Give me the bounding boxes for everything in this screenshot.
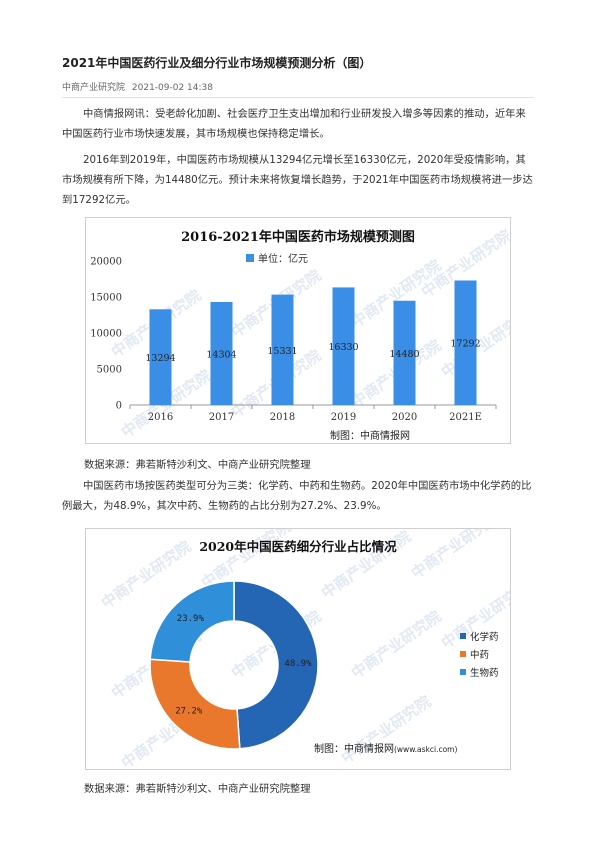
bar <box>149 309 172 405</box>
donut-chart-svg: 中商产业研究院 中商产业研究院 中商产业研究院中商产业研究院中商产业研究院中商产业研… <box>98 529 510 769</box>
legend-swatch <box>246 254 254 262</box>
data-label: 13294 <box>145 353 175 364</box>
y-tick-label: 20000 <box>90 257 122 268</box>
market-size-chart: 中商产业研究院中商产业研究院中商产业研究院中商产业研究院中商产业研究院中商产业研… <box>85 217 511 444</box>
slice <box>233 580 319 750</box>
article-meta: 中商产业研究院 2021-09-02 14:38 <box>62 80 217 93</box>
chart-title: 2020年中国医药细分行业占比情况 <box>199 539 397 554</box>
article-source: 中商产业研究院 <box>62 83 126 93</box>
bar <box>393 300 416 405</box>
slice <box>149 658 241 750</box>
data-label: 16330 <box>328 342 358 353</box>
chart-credit: 制图：中商情报网 <box>330 429 410 442</box>
legend-label: 中药 <box>470 649 489 661</box>
legend-label: 单位：亿元 <box>258 252 308 265</box>
chart-credit: 制图：中商情报网(www.askci.com) <box>314 742 457 755</box>
y-tick-label: 15000 <box>90 293 122 304</box>
bar <box>210 302 233 405</box>
divider <box>62 97 534 98</box>
article-title: 2021年中国医药行业及细分行业市场规模预测分析（图） <box>62 56 372 70</box>
y-tick-label: 5000 <box>97 365 122 376</box>
data-source-caption: 数据来源：弗若斯特沙利文、中商产业研究院整理 <box>84 783 311 795</box>
x-tick-label: 2021E <box>449 412 482 423</box>
data-label: 15331 <box>267 346 297 357</box>
data-label: 14304 <box>206 350 236 361</box>
paragraph: 中国医药市场按医药类型可分为三类：化学药、中药和生物药。2020年中国医药市场中… <box>62 480 532 512</box>
x-tick-label: 2017 <box>209 412 234 423</box>
watermark: 中商产业研究院 <box>348 607 444 682</box>
data-label: 14480 <box>389 349 419 360</box>
x-tick-label: 2020 <box>392 412 417 423</box>
y-tick-label: 10000 <box>90 329 122 340</box>
data-label: 23.9% <box>177 614 205 624</box>
data-label: 48.9% <box>284 659 312 669</box>
chart-title: 2016-2021年中国医药市场规模预测图 <box>181 229 415 245</box>
bar-chart-svg: 中商产业研究院中商产业研究院中商产业研究院中商产业研究院中商产业研究院中商产业研… <box>90 226 510 442</box>
watermark: 中商产业研究院 <box>338 692 434 767</box>
paragraph: 中商情报网讯：受老龄化加剧、社会医疗卫生支出增加和行业研发投入增多等因素的推动，… <box>62 108 526 140</box>
article-datetime: 2021-09-02 14:38 <box>131 83 213 93</box>
paragraph: 2016年到2019年，中国医药市场规模从13294亿元增长至16330亿元，2… <box>62 154 533 206</box>
bar <box>271 294 294 405</box>
legend-label: 化学药 <box>470 631 499 643</box>
legend-swatch <box>460 669 466 675</box>
legend-swatch <box>460 651 466 657</box>
data-source-caption: 数据来源：弗若斯特沙利文、中商产业研究院整理 <box>84 459 311 471</box>
bar <box>454 280 477 405</box>
legend-swatch <box>460 633 466 639</box>
legend-label: 生物药 <box>470 667 499 679</box>
segment-share-chart: 中商产业研究院 中商产业研究院 中商产业研究院 中商产业研究院 中商产业研究院 中商产业研… <box>85 528 511 770</box>
data-label: 17292 <box>450 339 480 350</box>
x-tick-label: 2019 <box>331 412 356 423</box>
x-tick-label: 2016 <box>148 412 173 423</box>
bar <box>332 287 355 405</box>
watermark: 中商产业研究院 <box>408 529 504 582</box>
x-tick-label: 2018 <box>270 412 295 423</box>
data-label: 27.2% <box>175 706 203 716</box>
slice <box>149 580 235 663</box>
chart-credit-url: (www.askci.com) <box>394 745 457 754</box>
y-tick-label: 0 <box>116 401 122 412</box>
